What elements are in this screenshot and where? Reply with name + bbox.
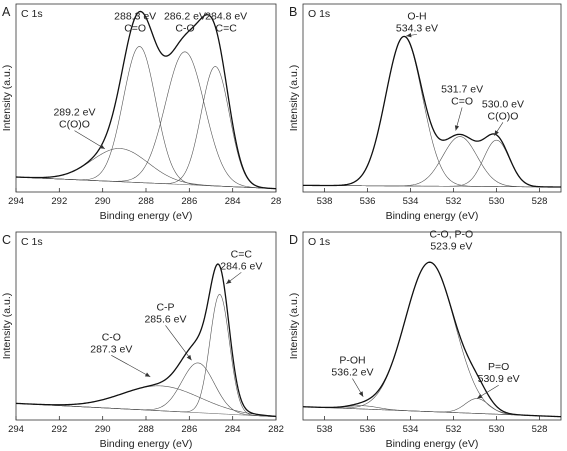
peak-annotation-text: C(O)O: [487, 110, 518, 122]
x-tick-label: 530: [489, 424, 505, 435]
x-tick-label: 528: [532, 424, 548, 435]
envelope-line: [302, 35, 562, 188]
fitted-component-534.3: [302, 36, 562, 188]
envelope-line: [302, 261, 562, 418]
x-tick-label: 534: [403, 196, 419, 207]
peak-annotation-text: P=O: [488, 361, 509, 373]
peak-annotation-text: 523.9 eV: [430, 240, 472, 252]
x-axis-label: Binding energy (eV): [386, 438, 479, 450]
annotation-leader: [165, 325, 192, 361]
x-tick-label: 290: [95, 196, 111, 207]
peak-annotation-text: 284.6 eV: [220, 260, 262, 272]
x-axis-label: Binding energy (eV): [100, 210, 193, 222]
fitted-component-284.8: [15, 66, 277, 189]
x-tick-label: 530: [489, 196, 505, 207]
panel-a: A C 1s 294 292 290 288 286 284 28 Binding energy …: [1, 3, 282, 222]
panel-title: C 1s: [21, 8, 43, 20]
envelope-line: [15, 10, 277, 190]
x-tick-label: 534: [403, 424, 419, 435]
y-axis-label: Intensity (a.u.): [1, 65, 13, 132]
panel-c: C C 1s 294 292 290 288 286 284 282 Binding energy…: [1, 231, 284, 450]
x-tick-label: 288: [138, 196, 154, 207]
peak-annotation-text: C=C: [231, 248, 253, 260]
panel-title: C 1s: [21, 236, 43, 248]
x-tick-label: 284: [225, 424, 241, 435]
x-tick-label: 282: [268, 424, 284, 435]
x-tick-label: 294: [8, 196, 24, 207]
annotation-arrowhead: [144, 372, 151, 377]
x-tick-label: 292: [51, 424, 67, 435]
x-tick-label: 286: [181, 424, 197, 435]
peak-annotation-text: C-P: [156, 301, 174, 313]
y-axis-label: Intensity (a.u.): [288, 293, 300, 360]
x-tick-label: 284: [225, 196, 241, 207]
x-tick-label: 532: [446, 196, 462, 207]
x-tick-label: 290: [95, 424, 111, 435]
x-tick-label: 292: [51, 196, 67, 207]
annotation-arrowhead: [494, 130, 499, 136]
x-axis-label: Binding energy (eV): [386, 210, 479, 222]
peak-annotation-text: O-H: [407, 10, 426, 22]
x-tick-label: 286: [181, 196, 197, 207]
x-tick-label: 28: [271, 196, 282, 207]
y-axis-label: Intensity (a.u.): [1, 293, 13, 360]
peak-annotation-text: 531.7 eV: [441, 83, 483, 95]
peak-annotation-text: 285.6 eV: [144, 313, 186, 325]
peak-annotation-text: C(O)O: [59, 119, 90, 131]
peak-annotation-text: 536.2 eV: [331, 367, 373, 379]
peak-annotation-text: P-OH: [339, 355, 365, 367]
annotation-arrowhead: [186, 354, 192, 361]
peak-annotation-text: 286.2 eV: [164, 10, 206, 22]
x-tick-label: 528: [532, 196, 548, 207]
peak-annotation-text: 288.3 eV: [114, 10, 156, 22]
x-tick-label: 536: [360, 424, 376, 435]
annotation-arrowhead: [358, 391, 364, 397]
x-tick-label: 538: [317, 196, 333, 207]
envelope-line: [15, 263, 277, 417]
annotation-leader: [111, 355, 151, 378]
panel-letter: C: [2, 233, 11, 247]
annotation-arrowhead: [406, 33, 412, 38]
x-tick-label: 536: [360, 196, 376, 207]
peak-annotation-text: C=C: [216, 22, 238, 34]
panel-letter: A: [2, 5, 11, 19]
annotation-arrowhead: [99, 144, 105, 149]
annotation-leader: [74, 130, 105, 150]
x-tick-label: 294: [8, 424, 24, 435]
panel-letter: D: [289, 233, 298, 247]
y-axis-label: Intensity (a.u.): [288, 65, 300, 132]
peak-annotation-text: C=O: [451, 95, 473, 107]
fitted-component-284.6: [15, 293, 277, 417]
peak-annotation-text: 530.9 eV: [478, 373, 520, 385]
fitted-component-531.7: [302, 136, 562, 188]
panel-d: D O 1s 538 536 534 532 530 528 Binding energy (e…: [288, 228, 562, 450]
fitted-component-533.1: [302, 261, 562, 417]
x-tick-label: 288: [138, 424, 154, 435]
panel-title: O 1s: [308, 8, 330, 20]
peak-annotation-text: C=O: [124, 22, 146, 34]
fitted-component-530.9: [302, 398, 562, 417]
peak-annotation-text: C-O: [102, 331, 121, 343]
panel-title: O 1s: [308, 236, 330, 248]
annotation-arrowhead: [454, 125, 460, 131]
plot-frame: [302, 3, 562, 193]
peak-annotation-text: 289.2 eV: [53, 107, 95, 119]
annotation-arrowhead: [477, 393, 483, 399]
x-tick-label: 532: [446, 424, 462, 435]
peak-annotation-text: 530.0 eV: [482, 98, 524, 110]
peak-annotation-text: 287.3 eV: [90, 343, 132, 355]
x-axis-label: Binding energy (eV): [100, 438, 193, 450]
peak-annotation-text: C-O, P-O: [429, 228, 473, 240]
fitted-component-286.2: [15, 51, 277, 189]
panel-letter: B: [289, 5, 297, 19]
annotation-arrowhead: [226, 279, 232, 284]
panel-b: B O 1s 538 536 534 532 530 528 Binding energy (e…: [288, 3, 562, 222]
peak-annotation-text: C-O: [175, 22, 194, 34]
plot-frame: [302, 231, 562, 421]
x-tick-label: 538: [317, 424, 333, 435]
peak-annotation-text: 284.8 eV: [205, 10, 247, 22]
peak-annotation-text: 534.3 eV: [396, 22, 438, 34]
